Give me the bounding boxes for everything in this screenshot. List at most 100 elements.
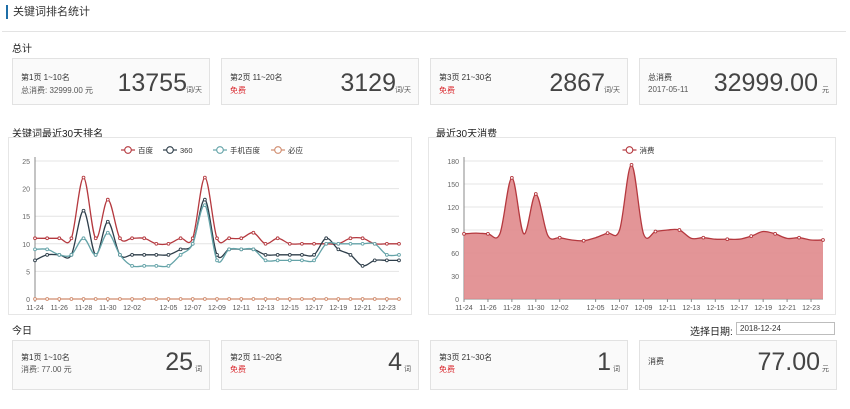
data-point [372, 258, 377, 263]
summary-card-total: 总消费 2017-05-11 32999.00 元 [639, 58, 837, 105]
data-point [57, 252, 62, 257]
data-point [397, 258, 401, 263]
data-point [581, 238, 586, 243]
card-unit: 元 [822, 366, 829, 373]
card-label: 消费 [648, 357, 664, 366]
card-unit: 词/天 [395, 87, 411, 94]
data-point [178, 247, 183, 252]
x-tick-label: 11-24 [26, 305, 43, 312]
legend-marker [166, 146, 174, 154]
summary-card-page1: 第1页 1~10名 总消费: 32999.00 元 13755 词/天 [12, 58, 210, 105]
data-point [190, 297, 195, 301]
card-unit: 词 [195, 366, 202, 373]
data-point [462, 231, 466, 236]
card-sub: 免费 [439, 365, 455, 374]
legend-marker [124, 146, 132, 154]
data-point [372, 241, 377, 246]
data-point [142, 252, 147, 257]
line-series-0 [463, 164, 824, 242]
date-picker-input[interactable] [736, 322, 835, 335]
data-point [130, 236, 134, 241]
y-tick-label: 30 [451, 274, 459, 281]
data-point [324, 241, 329, 246]
data-point [397, 252, 401, 257]
data-point [533, 192, 538, 196]
today-card-spend: 消费 77.00 元 [639, 340, 837, 390]
x-tick-label: 12-02 [123, 305, 141, 312]
data-point [118, 252, 122, 257]
data-point [372, 297, 377, 301]
card-label: 总消费 [648, 73, 672, 82]
data-point [300, 258, 304, 263]
data-point [336, 297, 341, 301]
data-point [312, 252, 316, 257]
y-tick-label: 20 [22, 187, 30, 194]
data-point [105, 230, 110, 235]
spend-area-chart: 0 30 60 90 120 150 180 11-24 11-26 11-28 11-30 12-0… [447, 145, 825, 312]
data-point [300, 252, 304, 257]
data-point [81, 297, 86, 301]
x-tick-label: 12-05 [160, 305, 178, 312]
data-point [239, 247, 244, 252]
x-tick-label: 11-26 [479, 305, 496, 312]
card-value: 4 [388, 348, 402, 376]
today-card-page2: 第2页 11~20名 免费 4 词 [221, 340, 419, 390]
data-point [287, 258, 292, 263]
data-point [118, 236, 122, 241]
data-point [154, 241, 159, 246]
data-point [263, 241, 268, 246]
card-label: 第3页 21~30名 [439, 353, 493, 362]
data-point [300, 241, 304, 246]
x-tick-label: 12-07 [184, 305, 202, 312]
data-point [336, 247, 341, 252]
data-point [360, 264, 365, 268]
data-point [203, 203, 207, 208]
date-picker-label: 选择日期: [690, 327, 733, 338]
data-point [118, 297, 122, 301]
data-point [166, 297, 171, 301]
data-point [324, 236, 329, 241]
data-point [227, 236, 231, 241]
data-point [130, 252, 134, 257]
page-title: 关键词排名统计 [6, 5, 90, 19]
data-point [239, 236, 244, 241]
y-tick-label: 90 [451, 228, 459, 235]
data-point [677, 228, 682, 232]
card-label: 第2页 11~20名 [230, 73, 283, 82]
data-point [105, 197, 110, 202]
x-tick-label: 12-09 [208, 305, 226, 312]
card-unit: 元 [822, 87, 829, 94]
data-point [178, 236, 183, 241]
card-sub: 免费 [230, 86, 246, 95]
data-point [203, 297, 207, 301]
data-point [142, 236, 147, 241]
data-point [93, 236, 98, 241]
x-tick-label: 12-21 [354, 305, 372, 312]
data-point [166, 252, 171, 257]
data-point [81, 208, 86, 213]
y-tick-label: 120 [447, 205, 459, 212]
data-point [348, 236, 353, 241]
data-point [749, 234, 754, 238]
x-tick-label: 12-11 [659, 305, 676, 312]
data-point [166, 241, 171, 246]
data-point [348, 297, 353, 301]
data-point [385, 258, 389, 263]
data-point [45, 252, 49, 257]
data-point [178, 297, 183, 301]
x-tick-label: 12-19 [754, 305, 772, 312]
data-point [385, 297, 389, 301]
x-tick-label: 12-11 [233, 305, 250, 312]
data-point [821, 238, 825, 242]
data-point [227, 297, 231, 301]
card-label: 第1页 1~10名 [21, 353, 70, 362]
line-series-2 [34, 204, 400, 268]
x-tick-label: 11-26 [51, 305, 68, 312]
x-tick-label: 11-30 [99, 305, 116, 312]
x-tick-label: 12-05 [587, 305, 605, 312]
data-point [215, 236, 219, 241]
card-label: 第1页 1~10名 [21, 73, 70, 82]
card-label: 第2页 11~20名 [230, 353, 283, 362]
data-point [215, 258, 219, 263]
card-unit: 词 [404, 366, 411, 373]
